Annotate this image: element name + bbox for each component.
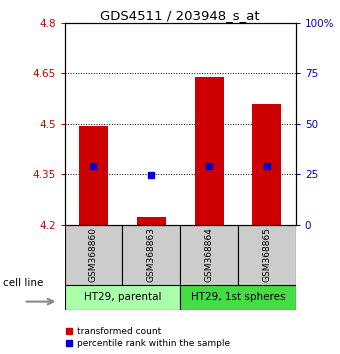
Bar (65, 285, 180, 310)
Bar (194, 78, 223, 225)
Text: GSM368864: GSM368864 (205, 227, 214, 282)
Bar (65, 225, 122, 285)
Bar (252, 104, 281, 225)
Text: HT29, 1st spheres: HT29, 1st spheres (191, 292, 285, 302)
Text: HT29, parental: HT29, parental (84, 292, 161, 302)
Title: GDS4511 / 203948_s_at: GDS4511 / 203948_s_at (100, 9, 260, 22)
Text: GSM368865: GSM368865 (262, 227, 271, 282)
Legend: transformed count, percentile rank within the sample: transformed count, percentile rank withi… (66, 327, 230, 348)
Bar (180, 285, 296, 310)
Bar (180, 225, 238, 285)
Bar (79, 126, 108, 225)
Bar (122, 225, 180, 285)
Bar (238, 225, 296, 285)
Bar (137, 217, 166, 225)
Text: GSM368860: GSM368860 (89, 227, 98, 282)
Text: GSM368863: GSM368863 (147, 227, 156, 282)
Text: cell line: cell line (3, 278, 44, 288)
